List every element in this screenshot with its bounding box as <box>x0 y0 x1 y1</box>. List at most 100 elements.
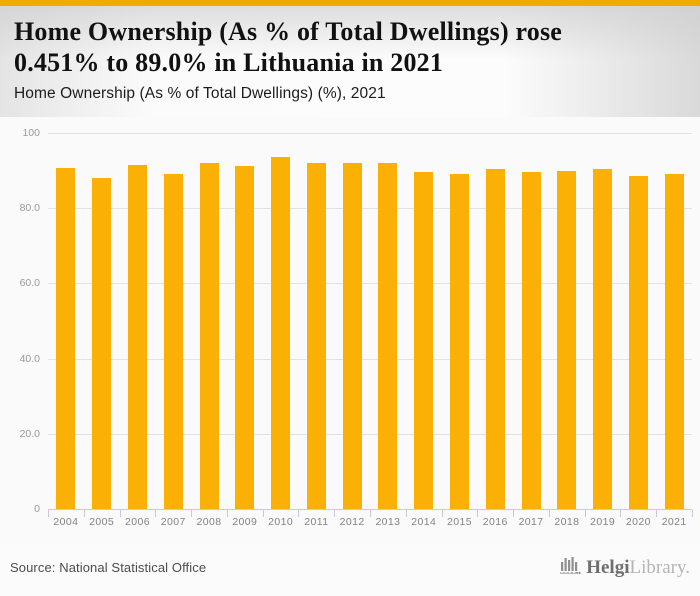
gridline <box>48 358 692 360</box>
x-axis-tick <box>48 510 49 517</box>
bar-2021 <box>664 174 684 509</box>
x-tick-label-2017: 2017 <box>518 516 544 528</box>
bar-2019 <box>593 169 613 509</box>
x-tick-label-2011: 2011 <box>304 516 329 528</box>
headline-line-1: Home Ownership (As % of Total Dwellings)… <box>14 17 563 46</box>
bar-band-2010 <box>263 133 299 509</box>
x-tick-label-2021: 2021 <box>661 516 687 528</box>
bar-2020 <box>628 175 648 509</box>
gridline <box>48 283 692 285</box>
bar-band-2008 <box>191 133 227 509</box>
x-axis-tick <box>620 510 622 517</box>
x-axis-tick <box>155 510 157 517</box>
x-tick-label-2015: 2015 <box>447 516 472 528</box>
bar-2004 <box>56 167 76 509</box>
x-axis-tick <box>548 510 550 517</box>
x-tick-label-2012: 2012 <box>339 516 365 528</box>
x-axis-tick <box>405 510 407 517</box>
y-tick-label: 60.0 <box>19 277 40 290</box>
bar-band-2011 <box>298 133 334 509</box>
x-tick-label-2007: 2007 <box>160 516 186 528</box>
bar-2006 <box>127 164 147 509</box>
x-axis-tick <box>298 510 300 517</box>
x-axis-tick <box>334 510 336 517</box>
gridline <box>48 433 692 435</box>
gridline <box>48 133 692 134</box>
bar-2013 <box>378 163 398 509</box>
bar-band-2009 <box>227 133 263 509</box>
x-axis-tick <box>692 510 693 517</box>
x-axis-tick <box>83 510 85 517</box>
x-axis-tick <box>441 510 443 517</box>
bar-2011 <box>306 162 326 509</box>
brand-accent-bar <box>0 0 700 6</box>
x-tick-label-2010: 2010 <box>268 516 294 528</box>
chart-subtitle: Home Ownership (As % of Total Dwellings)… <box>14 85 386 102</box>
x-tick-label-2006: 2006 <box>124 516 150 528</box>
x-tick-label-2014: 2014 <box>411 516 437 528</box>
bar-band-2006 <box>120 133 156 509</box>
x-axis-ticks <box>48 510 693 517</box>
bar-band-2004 <box>48 133 84 509</box>
x-axis-tick <box>370 510 371 517</box>
x-axis-line <box>48 509 692 510</box>
y-tick-label: 40.0 <box>19 352 40 365</box>
x-axis-tick <box>262 510 264 517</box>
x-axis-tick <box>584 510 586 517</box>
x-tick-label-2009: 2009 <box>232 516 258 528</box>
bar-chart-logo-icon <box>558 554 582 581</box>
x-axis-tick <box>656 510 658 517</box>
bar-band-2005 <box>84 133 120 509</box>
bar-band-2021 <box>656 133 692 509</box>
x-axis-tick <box>191 510 193 517</box>
x-tick-label-2016: 2016 <box>482 516 508 528</box>
bar-2009 <box>235 166 255 509</box>
logo-word-helgi: Helgi <box>586 556 630 578</box>
bar-band-2020 <box>621 133 657 509</box>
bar-band-2012 <box>334 133 370 509</box>
bar-2015 <box>449 173 469 509</box>
x-tick-label-2020: 2020 <box>625 516 651 528</box>
bars-layer <box>48 133 692 509</box>
headline-line-2: 0.451% to 89.0% in Lithuania in 2021 <box>14 48 444 77</box>
bar-2008 <box>199 163 219 509</box>
x-tick-label-2013: 2013 <box>375 516 401 528</box>
bar-2017 <box>521 172 541 509</box>
x-axis-tick <box>477 510 479 517</box>
bar-2005 <box>92 178 112 509</box>
bar-band-2007 <box>155 133 191 509</box>
bar-2007 <box>163 173 183 509</box>
logo-word-library: Library. <box>629 556 691 578</box>
bar-band-2019 <box>585 133 621 509</box>
bar-2010 <box>271 157 291 509</box>
x-tick-label-2008: 2008 <box>196 516 222 528</box>
bar-band-2017 <box>513 133 549 509</box>
x-axis-labels: 2004 2005 2006 2007 2008 2009 2010 2011 2012 2013… <box>48 516 692 528</box>
bar-chart: 100 80.0 60.0 40.0 20.0 0 2004 2005 2006 2007 200… <box>0 117 700 545</box>
logo-wordmark: HelgiLibrary. <box>586 557 690 579</box>
bar-band-2013 <box>370 133 406 509</box>
bar-band-2014 <box>406 133 442 509</box>
bar-2018 <box>557 170 577 509</box>
x-axis-tick <box>226 510 228 517</box>
y-tick-label: 100 <box>22 127 40 139</box>
bar-2014 <box>414 172 434 509</box>
helgi-library-logo: HelgiLibrary. <box>558 554 690 581</box>
bar-band-2018 <box>549 133 585 509</box>
chart-footer: Source: National Statistical Office Helg… <box>0 545 700 596</box>
y-tick-label: 80.0 <box>19 202 40 215</box>
plot-area <box>48 133 692 509</box>
bar-band-2016 <box>477 133 513 509</box>
x-tick-label-2018: 2018 <box>554 516 580 528</box>
y-tick-label: 20.0 <box>19 427 40 440</box>
x-tick-label-2005: 2005 <box>89 516 115 528</box>
bar-band-2015 <box>442 133 478 509</box>
chart-headline: Home Ownership (As % of Total Dwellings)… <box>14 16 684 78</box>
x-tick-label-2004: 2004 <box>53 516 79 528</box>
x-axis-tick <box>119 510 121 517</box>
x-axis-tick <box>513 510 515 517</box>
bar-2012 <box>342 163 362 509</box>
chart-header: Home Ownership (As % of Total Dwellings)… <box>0 6 700 117</box>
x-tick-label-2019: 2019 <box>590 516 616 528</box>
